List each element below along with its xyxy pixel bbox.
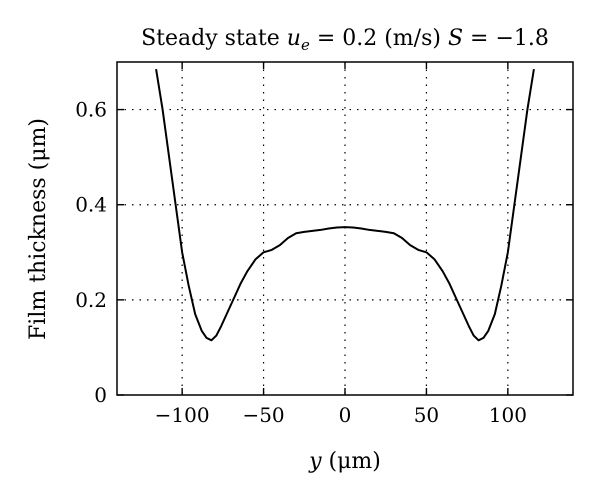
y-tick-label: 0.4 bbox=[75, 193, 107, 217]
y-tick-label: 0 bbox=[94, 383, 107, 407]
y-tick-labels: 0 0.2 0.4 0.6 bbox=[75, 98, 107, 407]
y-tick-label: 0.6 bbox=[75, 98, 107, 122]
plot-frame bbox=[116, 61, 574, 396]
x-axis-label: y (μm) bbox=[308, 449, 381, 474]
x-tick-labels: −100 −50 0 50 100 bbox=[155, 403, 527, 427]
y-tick-label: 0.2 bbox=[75, 288, 107, 312]
series-layer bbox=[155, 68, 535, 342]
x-tick-label: 50 bbox=[414, 403, 439, 427]
x-tick-label: −100 bbox=[155, 403, 210, 427]
x-tick-label: −50 bbox=[242, 403, 284, 427]
x-tick-label: 100 bbox=[489, 403, 527, 427]
x-tick-label: 0 bbox=[339, 403, 352, 427]
series-line bbox=[155, 68, 535, 342]
chart-title: Steady state ue = 0.2 (m/s) S = −1.8 bbox=[141, 26, 549, 54]
y-axis-label: Film thickness (μm) bbox=[26, 118, 51, 340]
grid-lines bbox=[117, 62, 573, 395]
axis-ticks bbox=[117, 62, 573, 396]
